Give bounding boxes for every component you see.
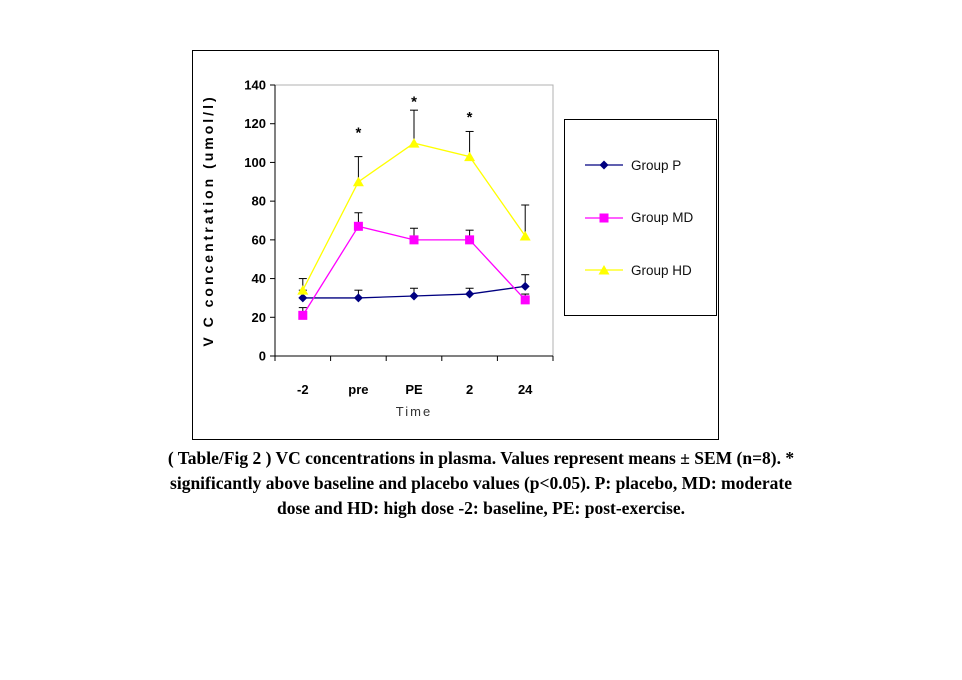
series-marker-group-hd — [519, 230, 531, 241]
triangle-marker-icon — [585, 265, 623, 275]
legend-entry-group-md: Group MD — [585, 210, 716, 225]
y-axis-tick-label: 140 — [244, 78, 266, 93]
x-axis-title: Time — [396, 404, 432, 419]
y-axis-title: V C concentration (umol/l) — [200, 94, 216, 346]
legend-entry-group-p: Group P — [585, 158, 716, 173]
y-axis-tick-label: 80 — [252, 194, 266, 209]
square-marker-icon — [585, 213, 623, 222]
legend-marker — [598, 265, 610, 275]
figure-caption: ( Table/Fig 2 ) VC concentrations in pla… — [0, 446, 962, 521]
x-axis-category-label: PE — [405, 382, 423, 397]
x-axis-category-label: 2 — [466, 382, 473, 397]
chart-legend: Group P Group MD Group HD — [564, 119, 717, 316]
series-marker-group-p — [353, 293, 363, 303]
significance-asterisk: * — [411, 94, 417, 111]
y-axis-tick-label: 0 — [259, 349, 266, 364]
y-axis-tick-label: 120 — [244, 116, 266, 131]
x-axis-category-label: -2 — [297, 382, 309, 397]
series-marker-group-md — [409, 235, 419, 245]
figure-frame: 0 20 40 60 80 100 120 140 -2 pre PE 2 24 Time V C conc… — [192, 50, 719, 440]
series-marker-group-p — [520, 281, 530, 291]
line-chart: 0 20 40 60 80 100 120 140 -2 pre PE 2 24 Time V C conc… — [200, 78, 554, 419]
series-marker-group-md — [353, 221, 363, 231]
legend-label: Group MD — [631, 210, 694, 225]
y-axis-tick-label: 20 — [252, 310, 266, 325]
series-marker-group-hd — [464, 151, 476, 162]
legend-entry-group-hd: Group HD — [585, 263, 716, 278]
y-axis-tick-label: 100 — [244, 155, 266, 170]
series-marker-group-p — [409, 291, 419, 301]
legend-marker — [599, 213, 609, 222]
legend-label: Group P — [631, 157, 682, 173]
legend-marker — [599, 160, 609, 170]
significance-asterisk: * — [355, 125, 361, 142]
series-marker-group-md — [520, 295, 530, 305]
series-marker-group-p — [298, 293, 308, 303]
legend-label: Group HD — [631, 262, 692, 278]
series-marker-group-md — [465, 235, 475, 245]
series-marker-group-md — [298, 310, 308, 320]
y-axis-tick-label: 60 — [252, 232, 266, 247]
series-marker-group-p — [465, 289, 475, 299]
caption-line-1: ( Table/Fig 2 ) VC concentrations in pla… — [167, 448, 795, 468]
x-axis-category-label: pre — [348, 382, 368, 397]
series-marker-group-hd — [408, 138, 420, 148]
caption-line-3: dose and HD: high dose -2: baseline, PE:… — [276, 498, 685, 518]
x-axis-category-label: 24 — [518, 382, 533, 397]
diamond-marker-icon — [585, 160, 623, 170]
caption-line-2: significantly above baseline and placebo… — [170, 473, 792, 493]
significance-asterisk: * — [467, 109, 473, 126]
y-axis-tick-label: 40 — [252, 271, 266, 286]
series-marker-group-hd — [352, 176, 364, 187]
series-marker-group-hd — [297, 285, 309, 295]
